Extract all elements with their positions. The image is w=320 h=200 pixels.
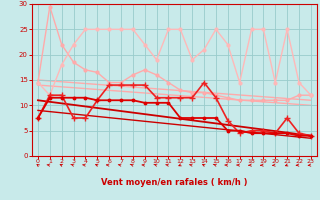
X-axis label: Vent moyen/en rafales ( km/h ): Vent moyen/en rafales ( km/h ) (101, 178, 248, 187)
